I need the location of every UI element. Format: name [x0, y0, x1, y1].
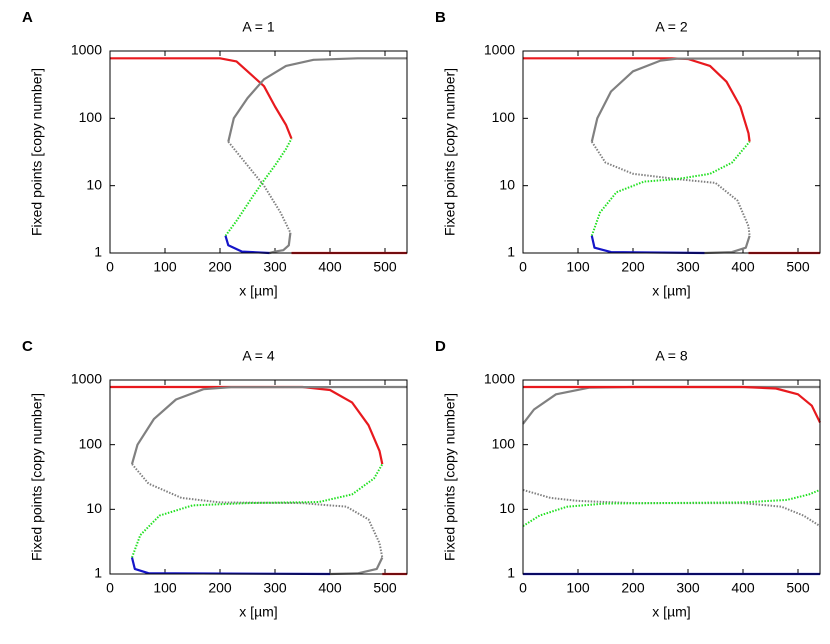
x-tick-label: 500 [373, 259, 397, 275]
x-tick-label: 400 [318, 259, 342, 275]
y-tick-label: 1000 [484, 371, 515, 387]
x-tick-label: 300 [676, 259, 700, 275]
series-line [590, 141, 751, 237]
series-line [269, 232, 292, 255]
y-axis-label: Fixed points [copy number] [442, 68, 458, 236]
panel-label: C [22, 338, 33, 355]
plot-frame [109, 379, 408, 575]
series-line [131, 463, 384, 558]
x-tick-label: 200 [621, 580, 645, 596]
series-line [227, 141, 292, 234]
y-tick-label: 1 [94, 565, 102, 581]
x-tick-label: 400 [731, 259, 755, 275]
series-line [590, 57, 821, 142]
panel: BA = 2x [µm]Fixed points [copy number]0 1… [435, 9, 821, 299]
x-tick-label: 0 [519, 580, 527, 596]
x-tick-label: 0 [106, 259, 114, 275]
x-tick-label: 500 [786, 259, 810, 275]
y-tick-label: 10 [86, 176, 102, 192]
panel: AA = 1x [µm]Fixed points [copy number]0 1… [22, 9, 408, 299]
y-tick-label: 100 [79, 435, 103, 451]
x-axis-label: x [µm] [652, 604, 690, 620]
panel-title: A = 1 [242, 19, 275, 35]
panel-title: A = 4 [242, 348, 275, 364]
plot-frame [109, 50, 408, 254]
series-line [523, 57, 820, 255]
y-tick-label: 1000 [484, 42, 515, 58]
y-tick-label: 1000 [71, 371, 102, 387]
x-tick-label: 500 [786, 580, 810, 596]
y-tick-label: 100 [492, 435, 516, 451]
plot-frame [522, 379, 821, 575]
series-line [224, 235, 270, 255]
x-tick-label: 400 [731, 580, 755, 596]
x-tick-label: 0 [106, 580, 114, 596]
x-tick-label: 300 [676, 580, 700, 596]
x-axis-label: x [µm] [239, 283, 277, 299]
x-tick-label: 200 [621, 259, 645, 275]
x-axis-label: x [µm] [239, 604, 277, 620]
x-tick-label: 100 [566, 580, 590, 596]
series-line [224, 138, 293, 237]
series-line [110, 385, 407, 576]
series-line [329, 557, 384, 576]
x-tick-label: 0 [519, 259, 527, 275]
series-line [130, 385, 408, 465]
y-tick-label: 1 [507, 244, 515, 260]
panel-title: A = 8 [655, 348, 688, 364]
y-tick-label: 10 [86, 500, 102, 516]
series-line [522, 488, 821, 527]
panel: DA = 8x [µm]Fixed points [copy number]0 1… [435, 338, 821, 620]
y-tick-label: 10 [499, 500, 515, 516]
y-tick-label: 1000 [71, 42, 102, 58]
series-line [131, 463, 384, 558]
y-tick-label: 100 [492, 109, 516, 125]
series-line [130, 557, 331, 576]
plot-frame [522, 50, 821, 254]
panel: CA = 4x [µm]Fixed points [copy number]0 1… [22, 338, 408, 620]
y-tick-label: 100 [79, 109, 103, 125]
y-axis-label: Fixed points [copy number] [442, 393, 458, 561]
y-tick-label: 10 [499, 176, 515, 192]
y-tick-label: 1 [94, 244, 102, 260]
series-line [523, 385, 821, 423]
panel-title: A = 2 [655, 19, 688, 35]
x-tick-label: 300 [263, 580, 287, 596]
panel-label: D [435, 338, 446, 355]
series-line [227, 57, 407, 142]
panel-label: B [435, 9, 446, 26]
x-tick-label: 400 [318, 580, 342, 596]
x-tick-label: 100 [153, 259, 177, 275]
series-line [522, 385, 820, 425]
x-tick-label: 500 [373, 580, 397, 596]
x-tick-label: 100 [153, 580, 177, 596]
x-tick-label: 100 [566, 259, 590, 275]
x-tick-label: 200 [208, 259, 232, 275]
x-axis-label: x [µm] [652, 283, 690, 299]
y-axis-label: Fixed points [copy number] [29, 68, 45, 236]
x-tick-label: 300 [263, 259, 287, 275]
y-axis-label: Fixed points [copy number] [29, 393, 45, 561]
panel-label: A [22, 9, 33, 26]
x-tick-label: 200 [208, 580, 232, 596]
series-line [590, 141, 751, 236]
y-tick-label: 1 [507, 565, 515, 581]
series-line [522, 488, 821, 527]
series-line [110, 57, 407, 255]
